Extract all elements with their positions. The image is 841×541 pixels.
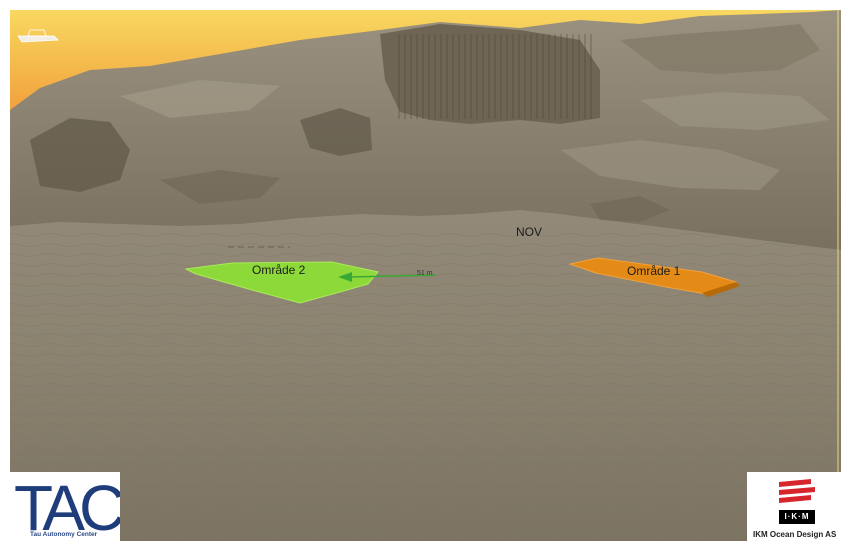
tac-subtitle: Tau Autonomy Center (30, 531, 98, 538)
ikm-stripes-icon (779, 479, 815, 503)
nov-label: NOV (516, 225, 543, 239)
tac-logo: TAC (10, 472, 129, 541)
area-1-label[interactable]: Område 1 (627, 264, 681, 278)
distance-arrow (338, 272, 437, 282)
ikm-mark: I·K·M (779, 510, 815, 524)
area-2-label[interactable]: Område 2 (252, 263, 306, 277)
vessel-icon (17, 29, 59, 43)
svg-text:TAC: TAC (14, 472, 120, 532)
ikm-logo: I·K·M IKM Ocean Design AS (747, 472, 841, 541)
distance-label: 51 m (417, 270, 433, 277)
ikm-company-name: IKM Ocean Design AS (753, 530, 837, 539)
area-2-polygon (184, 261, 379, 304)
tac-mark-icon: TAC (14, 472, 129, 541)
